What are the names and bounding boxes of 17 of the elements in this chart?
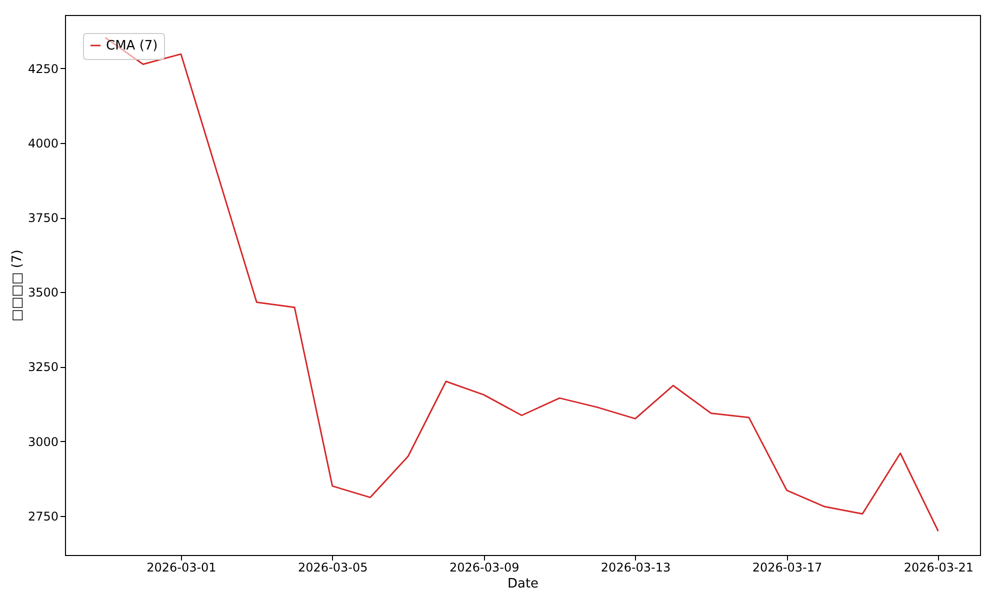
y-tick-label: 3500 (28, 286, 58, 300)
x-tick-label: 2026-03-21 (904, 560, 974, 574)
y-tick-label: 3000 (28, 434, 58, 449)
y-tick-label: 3750 (28, 211, 58, 226)
y-tick-label: 3250 (28, 360, 58, 374)
x-axis-title: Date (507, 576, 539, 592)
x-tick-label: 2026-03-09 (449, 560, 520, 574)
line-series (104, 36, 939, 532)
x-tick-label: 2026-03-17 (752, 560, 822, 574)
y-tick-label: 4250 (28, 62, 58, 76)
x-tick-label: 2026-03-05 (298, 560, 368, 574)
legend-label: CMA (7) (106, 38, 158, 54)
y-tick-label: 2750 (28, 509, 58, 524)
y-tick-label: 4000 (28, 136, 58, 150)
x-tick-label: 2026-03-13 (600, 560, 671, 574)
x-tick-label: 2026-03-01 (146, 560, 216, 574)
y-axis-title: □□□□ (7) (10, 250, 25, 322)
